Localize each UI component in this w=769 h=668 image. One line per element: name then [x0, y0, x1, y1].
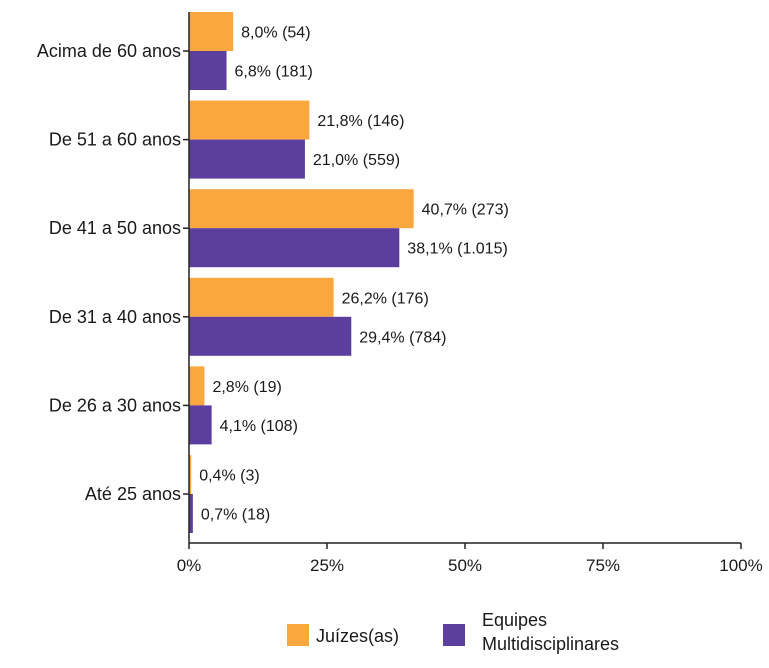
- data-label-juizes-3: 26,2% (176): [342, 290, 429, 307]
- x-tick-label-4: 100%: [719, 556, 762, 575]
- y-tick-label-2: De 41 a 50 anos: [49, 218, 181, 238]
- bar-juizes-0: [189, 12, 234, 51]
- bar-juizes-4: [189, 366, 205, 406]
- x-tick-label-1: 25%: [310, 556, 344, 575]
- bar-equipes-5: [189, 494, 193, 533]
- bar-equipes-1: [189, 139, 305, 179]
- bar-juizes-1: [189, 100, 310, 140]
- data-label-equipes-0: 6,8% (181): [235, 64, 313, 81]
- data-label-juizes-1: 21,8% (146): [317, 113, 404, 130]
- plot-area: 8,0% (54) 6,8% (181) Acima de 60 anos 21,8%…: [37, 12, 763, 575]
- data-label-juizes-4: 2,8% (19): [212, 379, 281, 396]
- x-tick-label-0: 0%: [177, 556, 202, 575]
- data-label-equipes-3: 29,4% (784): [359, 329, 446, 346]
- data-label-juizes-5: 0,4% (3): [199, 468, 259, 485]
- y-tick-label-0: Acima de 60 anos: [37, 41, 181, 61]
- legend-swatch-equipes: [443, 624, 465, 646]
- data-label-juizes-2: 40,7% (273): [422, 202, 509, 219]
- bar-equipes-4: [189, 405, 212, 445]
- data-label-juizes-0: 8,0% (54): [241, 25, 310, 42]
- y-tick-label-1: De 51 a 60 anos: [49, 130, 181, 150]
- bar-juizes-2: [189, 189, 414, 229]
- x-tick-label-2: 50%: [448, 556, 482, 575]
- y-tick-label-5: Até 25 anos: [85, 484, 181, 504]
- bar-equipes-0: [189, 51, 227, 90]
- legend-swatch-juizes: [287, 624, 309, 646]
- y-tick-label-4: De 26 a 30 anos: [49, 395, 181, 415]
- y-tick-label-3: De 31 a 40 anos: [49, 307, 181, 327]
- legend-label-juizes: Juízes(as): [316, 626, 399, 646]
- legend-label-equipes-line2: Multidisciplinares: [482, 634, 619, 654]
- data-label-equipes-2: 38,1% (1.015): [407, 241, 508, 258]
- data-label-equipes-4: 4,1% (108): [220, 418, 298, 435]
- bar-equipes-3: [189, 316, 352, 356]
- bar-juizes-5: [189, 455, 192, 494]
- legend: Juízes(as) Equipes Multidisciplinares: [287, 610, 619, 654]
- bar-equipes-2: [189, 228, 400, 268]
- legend-label-equipes-line1: Equipes: [482, 610, 547, 630]
- bar-juizes-3: [189, 277, 334, 317]
- x-tick-label-3: 75%: [586, 556, 620, 575]
- data-label-equipes-1: 21,0% (559): [313, 152, 400, 169]
- data-label-equipes-5: 0,7% (18): [201, 507, 270, 524]
